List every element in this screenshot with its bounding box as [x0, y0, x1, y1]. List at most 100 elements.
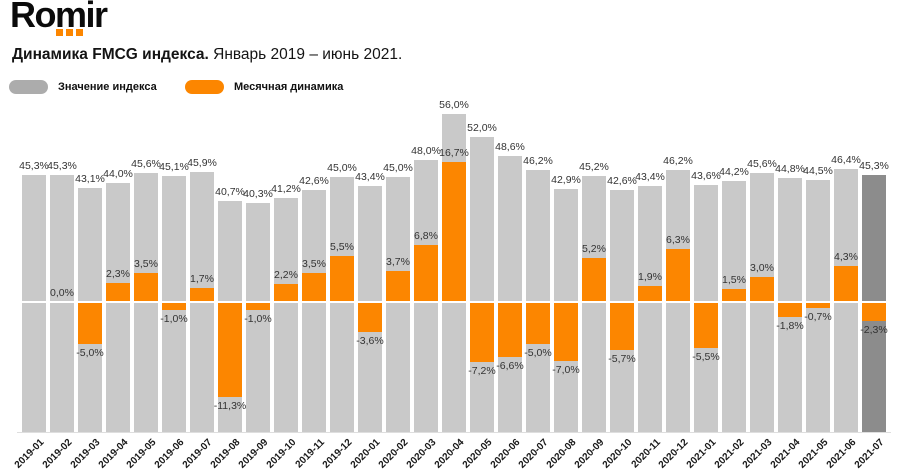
- x-axis-label: 2019-10: [265, 437, 299, 471]
- index-bar: [638, 185, 662, 432]
- x-axis-label: 2020-11: [629, 437, 663, 471]
- index-value-label: 46,2%: [523, 155, 553, 168]
- dynamics-value-label: -11,3%: [213, 399, 247, 412]
- legend-item-dynamics: Месячная динамика: [185, 80, 343, 94]
- dynamics-value-label: -2,3%: [860, 324, 888, 337]
- index-value-label: 52,0%: [467, 122, 497, 135]
- dynamics-bar: [358, 302, 382, 333]
- index-value-label: 44,0%: [103, 167, 133, 180]
- dynamics-bar: [750, 276, 774, 302]
- dynamics-value-label: 3,0%: [750, 261, 774, 274]
- index-value-label: 46,4%: [831, 153, 861, 166]
- index-value-label: 45,2%: [579, 160, 609, 173]
- index-bar: [302, 190, 326, 432]
- x-axis-label: 2019-12: [321, 437, 355, 471]
- legend-label-index: Значение индекса: [58, 81, 157, 93]
- x-axis-label: 2021-07: [853, 437, 887, 471]
- dynamics-value-label: -5,5%: [692, 351, 720, 364]
- dynamics-value-label: 1,9%: [638, 271, 662, 284]
- dynamics-bar: [666, 249, 690, 302]
- dynamics-bar: [414, 245, 438, 302]
- dynamics-value-label: 2,3%: [106, 267, 130, 280]
- dynamics-value-label: 16,7%: [439, 147, 469, 160]
- x-axis-label: 2019-05: [125, 437, 159, 471]
- index-value-label: 43,4%: [635, 170, 665, 183]
- dynamics-value-label: 1,5%: [722, 274, 746, 287]
- dynamics-bar: [274, 283, 298, 302]
- dynamics-value-label: 5,2%: [582, 243, 606, 256]
- index-value-label: 45,3%: [859, 160, 889, 173]
- x-axis-label: 2020-05: [461, 437, 495, 471]
- index-value-label: 45,0%: [383, 161, 413, 174]
- x-axis-label: 2020-06: [489, 437, 523, 471]
- index-value-label: 45,1%: [159, 161, 189, 174]
- index-value-label: 42,6%: [299, 175, 329, 188]
- x-axis-label: 2019-02: [41, 437, 75, 471]
- x-axis-label: 2019-11: [293, 437, 327, 471]
- x-axis-label: 2019-06: [153, 437, 187, 471]
- dynamics-value-label: -7,2%: [468, 365, 496, 378]
- romir-logo-dots: [56, 29, 83, 36]
- x-axis-label: 2019-07: [181, 437, 215, 471]
- index-value-label: 46,2%: [663, 155, 693, 168]
- dynamics-value-label: -1,8%: [776, 320, 804, 333]
- index-bar: [330, 176, 354, 432]
- legend-swatch-dynamics: [185, 80, 224, 94]
- index-value-label: 44,2%: [719, 166, 749, 179]
- dynamics-bar: [806, 302, 830, 308]
- index-bar: [470, 137, 494, 432]
- index-value-label: 44,5%: [803, 164, 833, 177]
- index-value-label: 45,0%: [327, 161, 357, 174]
- dynamics-bar: [862, 302, 886, 322]
- x-axis-label: 2020-03: [405, 437, 439, 471]
- x-axis-label: 2020-01: [349, 437, 383, 471]
- dynamics-bar: [442, 162, 466, 302]
- x-axis-label: 2019-09: [237, 437, 271, 471]
- x-axis-label: 2021-03: [741, 437, 775, 471]
- x-axis-label: 2020-08: [545, 437, 579, 471]
- chart-title-period: Январь 2019 – июнь 2021.: [208, 46, 403, 63]
- dynamics-bar: [106, 282, 130, 302]
- dynamics-value-label: -1,0%: [160, 313, 188, 326]
- index-bar: [274, 198, 298, 432]
- logo-dot-icon: [76, 29, 83, 36]
- x-axis-label: 2021-02: [713, 437, 747, 471]
- dynamics-value-label: 3,5%: [134, 257, 158, 270]
- x-axis-label: 2021-01: [685, 437, 719, 471]
- dynamics-value-label: -5,0%: [76, 346, 104, 359]
- index-bar: [22, 175, 46, 432]
- x-axis-label: 2020-02: [377, 437, 411, 471]
- dynamics-bar: [78, 302, 102, 344]
- logo-dot-icon: [56, 29, 63, 36]
- x-axis-label: 2020-04: [433, 437, 467, 471]
- index-value-label: 43,1%: [75, 172, 105, 185]
- dynamics-value-label: 0,0%: [50, 287, 74, 299]
- dynamics-bar: [638, 286, 662, 302]
- x-axis-label: 2019-08: [209, 437, 243, 471]
- index-value-label: 48,0%: [411, 144, 441, 157]
- index-bar: [386, 176, 410, 432]
- index-value-label: 40,7%: [215, 186, 245, 199]
- dynamics-value-label: 1,7%: [190, 272, 214, 285]
- dynamics-bar: [834, 265, 858, 302]
- dynamics-bar: [610, 302, 634, 350]
- dynamics-value-label: -3,6%: [356, 335, 384, 348]
- dynamics-value-label: -0,7%: [804, 310, 832, 323]
- dynamics-bar: [386, 270, 410, 302]
- x-axis-label: 2021-05: [797, 437, 831, 471]
- index-value-label: 45,6%: [131, 158, 161, 171]
- zero-line: [17, 301, 891, 303]
- dynamics-bar: [134, 272, 158, 302]
- dynamics-bar: [694, 302, 718, 349]
- dynamics-bar: [302, 272, 326, 302]
- x-axis-label: 2021-04: [769, 437, 803, 471]
- index-value-label: 42,9%: [551, 173, 581, 186]
- index-value-label: 45,9%: [187, 156, 217, 169]
- x-axis-label: 2019-03: [69, 437, 103, 471]
- index-value-label: 44,8%: [775, 162, 805, 175]
- dynamics-value-label: -5,7%: [608, 352, 636, 365]
- dynamics-value-label: 2,2%: [274, 268, 298, 281]
- index-value-label: 56,0%: [439, 99, 469, 112]
- dynamics-bar: [246, 302, 270, 311]
- dynamics-bar: [190, 287, 214, 302]
